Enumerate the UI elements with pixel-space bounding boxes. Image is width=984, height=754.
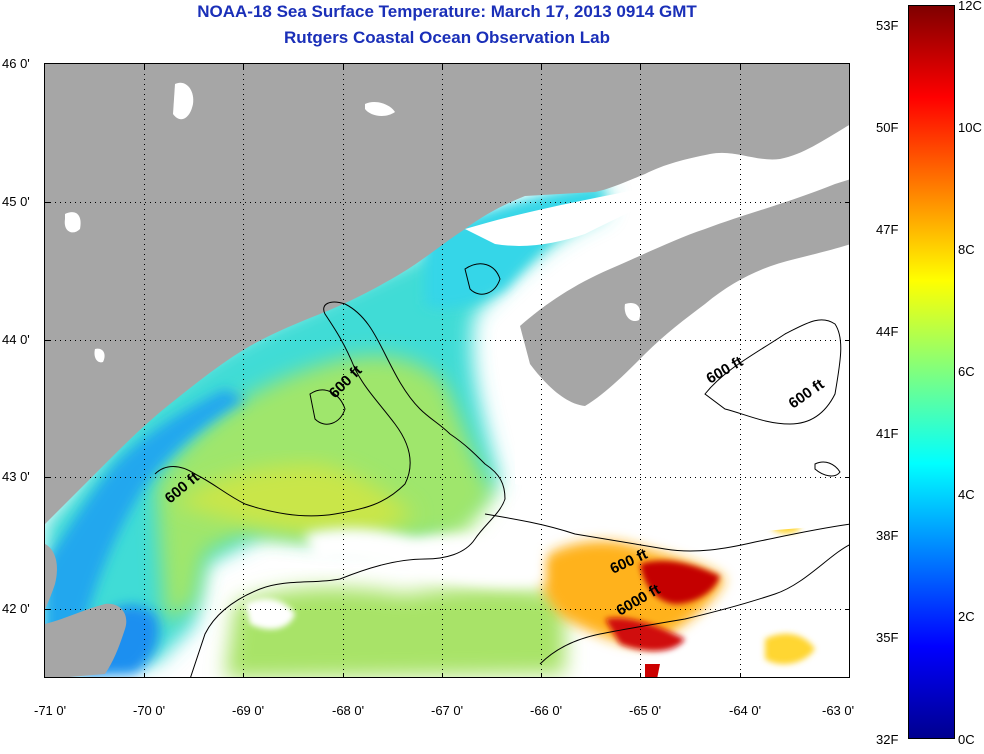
x-tick-label: -63 0' <box>822 703 855 718</box>
contour-600ft-georges <box>484 513 849 552</box>
colorbar-f-label: 38F <box>876 528 899 543</box>
x-tick-label: -69 0' <box>232 703 265 718</box>
x-tick-label: -66 0' <box>530 703 563 718</box>
warm-filament <box>605 617 685 651</box>
x-tick-label: -67 0' <box>431 703 464 718</box>
y-tick-label: 42 0' <box>2 601 30 616</box>
contour-600ft-east <box>704 319 842 425</box>
colorbar-f-label: 50F <box>876 120 899 135</box>
x-tick-label: -71 0' <box>34 703 67 718</box>
lake <box>173 82 194 120</box>
map-subtitle: Rutgers Coastal Ocean Observation Lab <box>284 28 610 47</box>
y-tick-label: 44 0' <box>2 332 30 347</box>
y-tick-label: 46 0' <box>2 56 30 71</box>
colorbar-f-label: 47F <box>876 222 899 237</box>
colorbar-f-label: 41F <box>876 426 899 441</box>
colorbar-c-label: 2C <box>958 609 975 624</box>
colorbar-f-label: 32F <box>876 732 899 747</box>
lake <box>365 101 395 116</box>
lake <box>94 348 105 363</box>
massachusetts-coast <box>45 544 57 609</box>
contour-bank <box>464 263 501 295</box>
contour-bank-east <box>814 461 841 477</box>
nova-scotia <box>520 179 849 406</box>
map-title: NOAA-18 Sea Surface Temperature: March 1… <box>197 2 697 21</box>
y-tick-label: 43 0' <box>2 469 30 484</box>
y-tick-label: 45 0' <box>2 194 30 209</box>
x-tick-label: -65 0' <box>629 703 662 718</box>
colorbar-c-label: 0C <box>958 732 975 747</box>
contour-600ft-west <box>154 301 506 677</box>
colorbar-c-label: 4C <box>958 487 975 502</box>
colorbar-c-label: 12C <box>958 0 982 13</box>
lake <box>64 212 81 233</box>
cloud-patch <box>245 598 295 630</box>
contour-6000ft <box>539 544 849 665</box>
colorbar-f-label: 44F <box>876 324 899 339</box>
depth-contours <box>154 263 849 677</box>
x-tick-label: -70 0' <box>133 703 166 718</box>
warm-spot <box>645 664 660 677</box>
sst-map-canvas: 600 ft 600 ft 600 ft 600 ft 600 ft 6000 … <box>45 64 849 677</box>
colorbar-f-label: 53F <box>876 18 899 33</box>
colorbar-c-label: 10C <box>958 120 982 135</box>
colorbar-c-label: 6C <box>958 364 975 379</box>
x-tick-label: -64 0' <box>729 703 762 718</box>
colorbar-f-label: 35F <box>876 630 899 645</box>
sst-map: 600 ft 600 ft 600 ft 600 ft 600 ft 6000 … <box>44 63 850 678</box>
cape-cod <box>45 603 127 677</box>
warm-eddy-core <box>640 560 720 604</box>
maine-landmass <box>45 64 849 524</box>
lake <box>624 302 641 322</box>
warm-band-region <box>175 464 415 534</box>
x-tick-label: -68 0' <box>332 703 365 718</box>
cloud-patch <box>305 528 545 587</box>
temperature-colorbar <box>908 5 955 739</box>
colorbar-c-label: 8C <box>958 242 975 257</box>
axis-ticks <box>45 64 849 677</box>
contour-bank <box>309 389 346 425</box>
warm-patch-east <box>765 633 815 665</box>
